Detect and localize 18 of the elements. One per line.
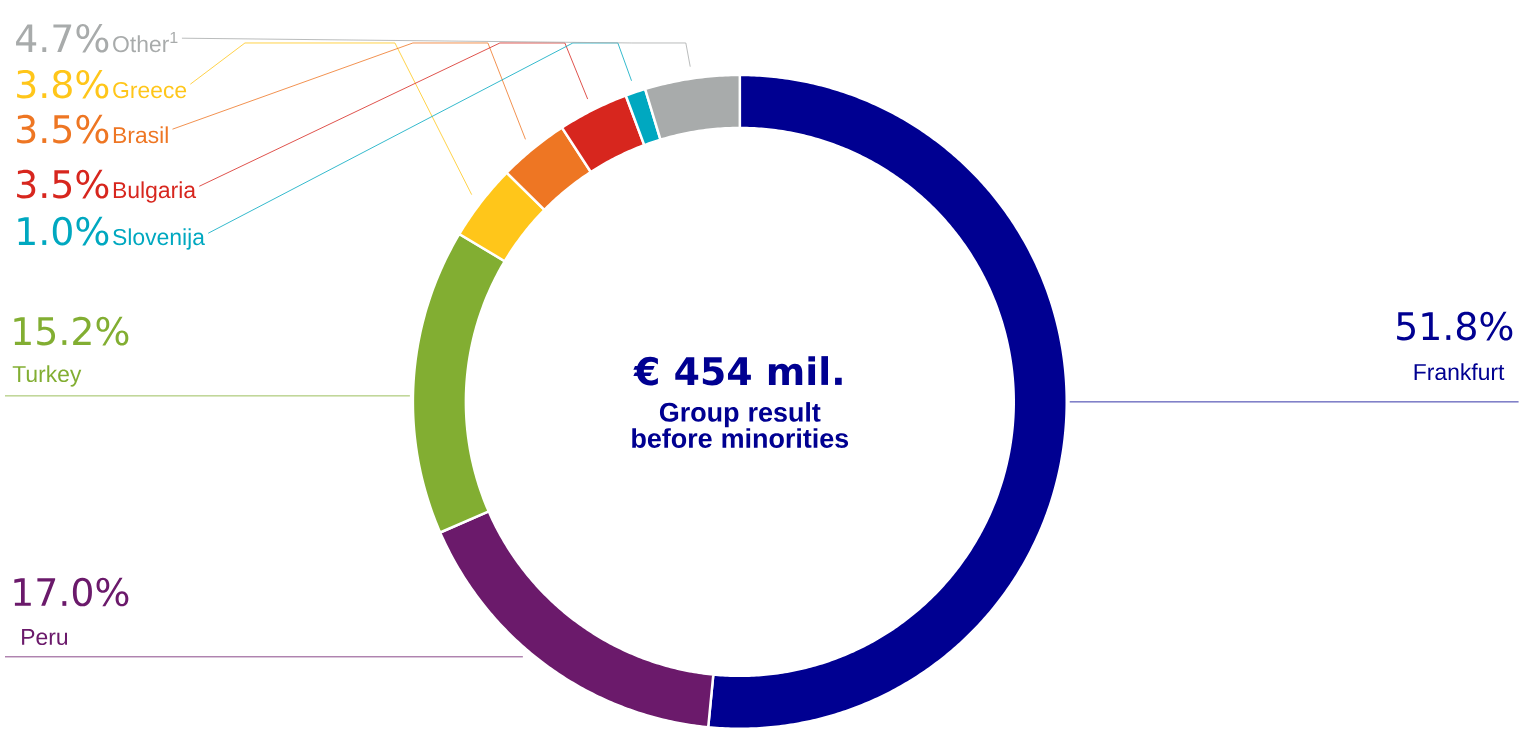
data-label: 4.7% bbox=[16, 23, 109, 53]
slice-label: Slovenija bbox=[113, 228, 205, 250]
text: € 454 mil. bbox=[633, 356, 842, 386]
data-label: 51.8% bbox=[1397, 311, 1513, 341]
data-label: 15.2% bbox=[14, 316, 129, 346]
data-label: 17.0% bbox=[14, 577, 129, 607]
data-label: 3.5% bbox=[17, 169, 109, 199]
slice-label: Bulgaria bbox=[113, 181, 197, 203]
slice-label: Other$^{1}$ bbox=[113, 31, 178, 53]
data-label: 1.0% bbox=[18, 216, 109, 246]
slice-label: Frankfurt bbox=[1414, 363, 1505, 381]
data-label: 3.5% bbox=[17, 114, 109, 144]
slice-label: Greece bbox=[113, 81, 187, 99]
text: Group result before minorities bbox=[632, 402, 849, 448]
slice-label: Turkey bbox=[12, 365, 82, 387]
data-label: 3.8% bbox=[17, 69, 109, 99]
slice-label: Peru bbox=[22, 629, 68, 646]
slice-label: Brasil bbox=[113, 126, 168, 144]
